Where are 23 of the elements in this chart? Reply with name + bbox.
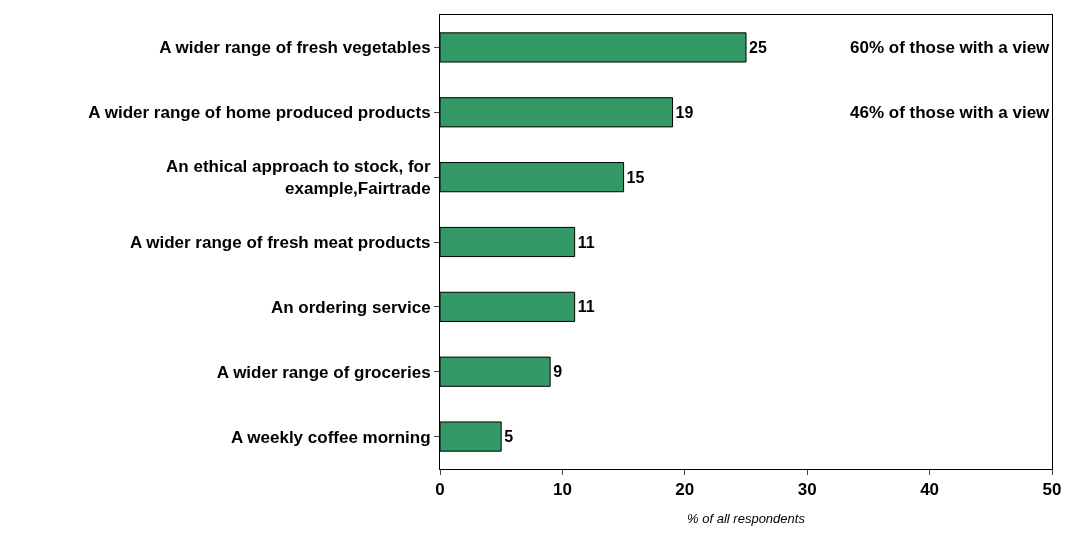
y-tick-label: A wider range of home produced products [88, 103, 431, 123]
y-tick-label: A wider range of fresh vegetables [159, 38, 431, 58]
x-tick-label: 30 [797, 480, 817, 500]
x-axis-title: % of all respondents [687, 511, 806, 526]
y-tick-label: A wider range of fresh meat products [129, 232, 431, 252]
y-tick-label: An ethical approach to stock, for example,Fairtrade [166, 157, 431, 199]
data-label: 15 [626, 168, 645, 186]
data-label: 19 [675, 103, 694, 121]
x-tick-label: 20 [675, 480, 695, 500]
x-tick-label: 10 [552, 480, 572, 500]
data-label: 25 [749, 38, 767, 56]
data-label: 11 [577, 233, 595, 251]
data-label: 11 [577, 298, 595, 316]
data-label: 9 [553, 363, 563, 381]
x-tick-label: 40 [920, 480, 940, 500]
y-tick-label: A wider range of groceries [216, 362, 431, 382]
data-label: 5 [504, 428, 514, 446]
y-tick-label: A weekly coffee morning [230, 427, 431, 447]
x-tick-label: 0 [435, 480, 445, 500]
x-tick-label: 50 [1042, 480, 1062, 500]
y-tick-label: An ordering service [270, 297, 431, 317]
annotation: 46% of those with a view [850, 103, 1051, 122]
annotation: 60% of those with a view [850, 38, 1051, 57]
